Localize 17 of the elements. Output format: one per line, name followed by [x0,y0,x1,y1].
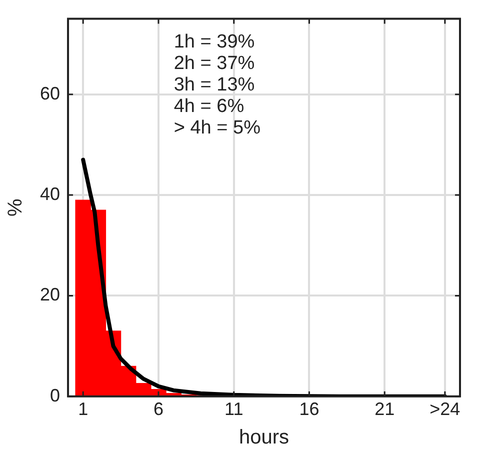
x-tick-label: 6 [153,399,164,420]
y-tick-label: 60 [40,83,60,104]
annotation: 3h = 13% [174,74,255,96]
y-tick-label: 20 [40,284,60,305]
x-tick-label: 11 [224,399,244,420]
annotation: 2h = 37% [174,53,255,74]
x-tick-label: 21 [374,399,395,420]
annotation: 1h = 39% [174,32,255,53]
y-tick-label: 0 [50,385,60,406]
annotation: > 4h = 5% [174,118,261,139]
y-tick-label: 40 [40,184,60,204]
x-axis-title: hours [238,426,290,449]
x-tick-label: 1 [78,399,88,420]
y-axis-title: % [4,198,27,216]
x-tick-label: >24 [430,399,460,420]
annotation: 4h = 6% [174,96,244,118]
x-tick-label: 16 [299,399,320,420]
